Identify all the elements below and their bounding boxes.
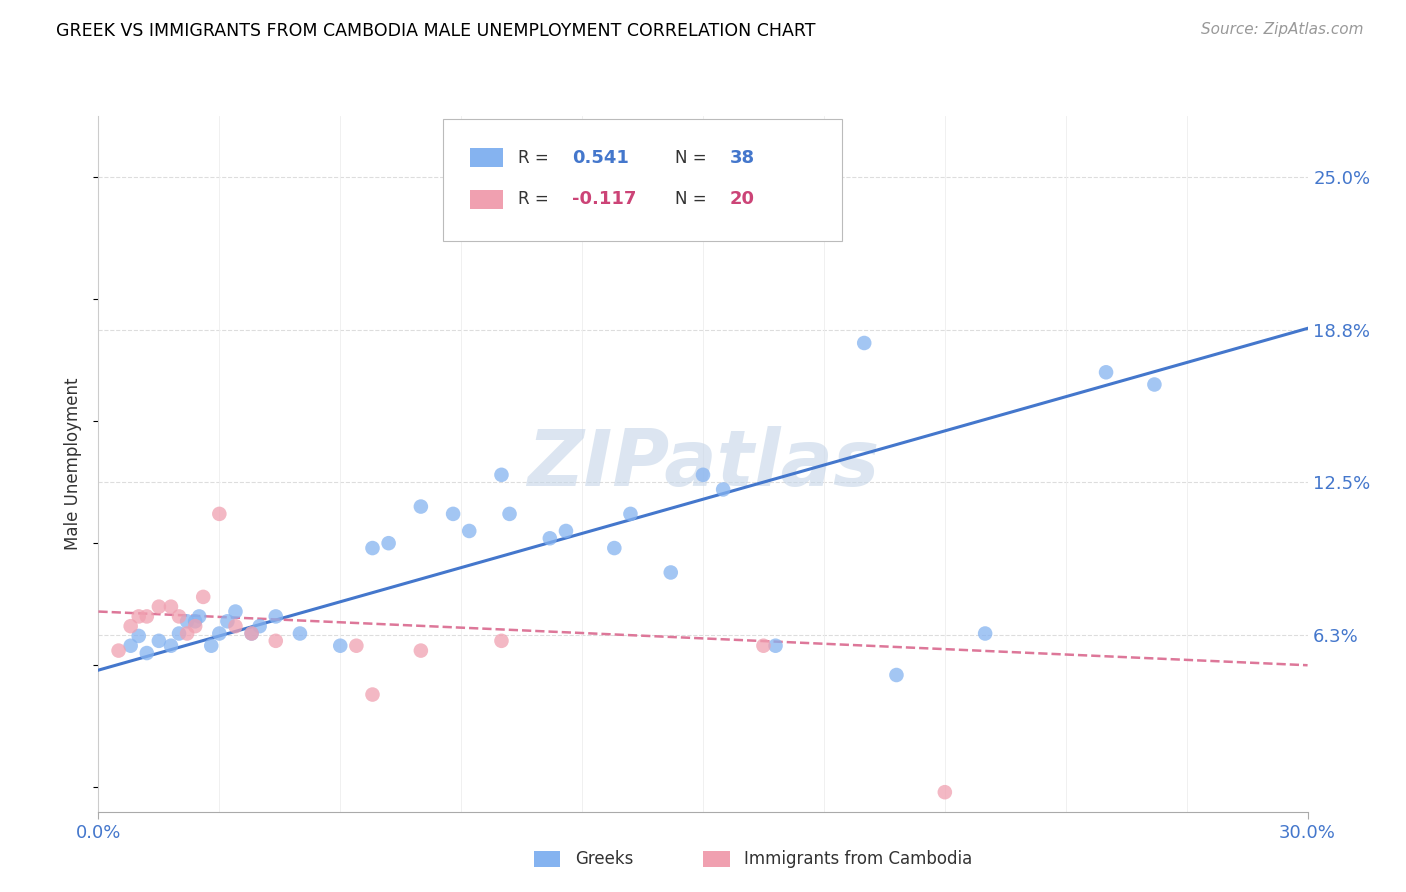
Point <box>711 483 734 497</box>
Point <box>128 629 150 643</box>
Point <box>329 639 352 653</box>
Point <box>441 507 464 521</box>
Text: 0.541: 0.541 <box>572 149 630 167</box>
Point <box>200 639 222 653</box>
Point <box>120 639 142 653</box>
Point <box>176 615 198 629</box>
Point <box>458 524 481 538</box>
Point <box>188 609 211 624</box>
Bar <box>470 148 503 168</box>
Point <box>160 639 183 653</box>
Point <box>135 646 157 660</box>
Point <box>603 541 626 555</box>
Point <box>765 639 787 653</box>
Y-axis label: Male Unemployment: Male Unemployment <box>65 377 83 550</box>
Point <box>128 609 150 624</box>
Point <box>120 619 142 633</box>
Point <box>264 633 287 648</box>
Point <box>193 590 215 604</box>
Point <box>107 643 129 657</box>
Point <box>224 619 246 633</box>
Point <box>148 633 170 648</box>
Text: ZIPatlas: ZIPatlas <box>527 425 879 502</box>
Point <box>344 639 367 653</box>
Point <box>853 336 876 351</box>
Point <box>240 626 263 640</box>
Point <box>167 626 190 640</box>
Text: 20: 20 <box>730 191 755 209</box>
Point <box>361 688 384 702</box>
Point <box>217 615 239 629</box>
Bar <box>534 851 561 867</box>
Bar <box>703 851 730 867</box>
Point <box>1095 365 1118 379</box>
Text: GREEK VS IMMIGRANTS FROM CAMBODIA MALE UNEMPLOYMENT CORRELATION CHART: GREEK VS IMMIGRANTS FROM CAMBODIA MALE U… <box>56 22 815 40</box>
FancyBboxPatch shape <box>443 120 842 241</box>
Point <box>659 566 682 580</box>
Point <box>491 633 513 648</box>
Text: Source: ZipAtlas.com: Source: ZipAtlas.com <box>1201 22 1364 37</box>
Point <box>160 599 183 614</box>
Text: 38: 38 <box>730 149 755 167</box>
Point <box>184 619 207 633</box>
Point <box>264 609 287 624</box>
Point <box>208 507 231 521</box>
Text: Immigrants from Cambodia: Immigrants from Cambodia <box>744 850 973 868</box>
Point <box>176 626 198 640</box>
Point <box>934 785 956 799</box>
Point <box>1143 377 1166 392</box>
Text: Greeks: Greeks <box>575 850 633 868</box>
Point <box>409 643 432 657</box>
Text: R =: R = <box>517 191 548 209</box>
Point <box>208 626 231 640</box>
Point <box>692 467 714 482</box>
Point <box>886 668 908 682</box>
Text: N =: N = <box>675 191 707 209</box>
Point <box>148 599 170 614</box>
Text: -0.117: -0.117 <box>572 191 637 209</box>
Text: N =: N = <box>675 149 707 167</box>
Point <box>974 626 997 640</box>
Point <box>498 507 520 521</box>
Point <box>555 524 578 538</box>
Point <box>240 626 263 640</box>
Point <box>224 605 246 619</box>
Point <box>752 639 775 653</box>
Point <box>409 500 432 514</box>
Text: R =: R = <box>517 149 548 167</box>
Point <box>167 609 190 624</box>
Point <box>135 609 157 624</box>
Point <box>538 531 561 545</box>
Point <box>361 541 384 555</box>
Point <box>491 467 513 482</box>
Bar <box>470 190 503 210</box>
Point <box>249 619 271 633</box>
Point <box>184 615 207 629</box>
Point <box>288 626 311 640</box>
Point <box>619 507 641 521</box>
Point <box>377 536 399 550</box>
